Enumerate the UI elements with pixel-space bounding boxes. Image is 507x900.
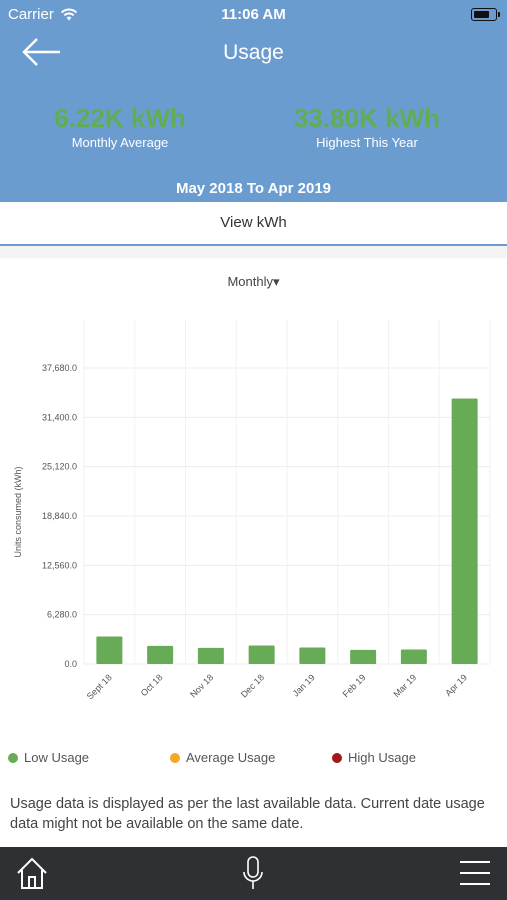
divider bbox=[0, 246, 507, 258]
usage-chart: 0.0 6,280.0 12,560.0 18,840.0 25,120.0 31,400… bbox=[13, 320, 491, 701]
x-tick-label: Feb 19 bbox=[341, 672, 368, 699]
legend-dot bbox=[8, 752, 18, 763]
y-tick-label: 6,280.0 bbox=[47, 610, 77, 620]
page-title: Usage bbox=[223, 41, 284, 64]
x-tick-label: Jan 19 bbox=[291, 672, 317, 698]
highest-this-year-value: 33.80K kWh bbox=[294, 103, 440, 133]
menu-button[interactable] bbox=[458, 855, 494, 893]
bar bbox=[96, 636, 123, 664]
y-tick-label: 31,400.0 bbox=[42, 412, 77, 422]
legend-dot bbox=[332, 752, 342, 763]
highest-this-year: 33.80K kWh Highest This Year bbox=[267, 103, 467, 150]
monthly-average: 6.22K kWh Monthly Average bbox=[20, 103, 220, 150]
battery-icon bbox=[471, 8, 500, 21]
bottom-nav bbox=[0, 847, 507, 900]
usage-note: Usage data is displayed as per the last … bbox=[10, 796, 485, 832]
legend: Low Usage Average Usage High Usage bbox=[0, 750, 507, 770]
legend-item: Low Usage bbox=[8, 750, 89, 765]
legend-label: High Usage bbox=[348, 750, 416, 765]
view-kwh-button[interactable]: View kWh bbox=[0, 202, 507, 246]
status-time: 11:06 AM bbox=[221, 6, 286, 23]
y-tick-label: 0.0 bbox=[64, 659, 77, 669]
bar bbox=[248, 645, 275, 664]
home-button[interactable] bbox=[14, 855, 52, 893]
x-tick-label: Dec 18 bbox=[239, 672, 266, 699]
date-range: May 2018 To Apr 2019 bbox=[175, 180, 332, 197]
bar bbox=[451, 398, 478, 664]
period-selected: Monthly▾ bbox=[227, 274, 280, 289]
microphone-icon bbox=[243, 856, 263, 889]
wifi-icon bbox=[60, 8, 77, 21]
period-dropdown[interactable]: Monthly▾ bbox=[0, 274, 507, 290]
y-axis-label: Units consumed (kWh) bbox=[13, 466, 23, 557]
back-button[interactable] bbox=[20, 36, 68, 70]
header: Carrier 11:06 AM Usage 6.22K kWh Monthly… bbox=[0, 0, 507, 202]
status-bar: Carrier 11:06 AM bbox=[0, 0, 507, 30]
monthly-average-label: Monthly Average bbox=[71, 135, 169, 150]
back-arrow-icon bbox=[22, 38, 60, 66]
x-tick-label: Mar 19 bbox=[391, 672, 418, 699]
y-tick-label: 12,560.0 bbox=[42, 560, 77, 570]
legend-label: Average Usage bbox=[186, 750, 276, 765]
y-tick-label: 37,680.0 bbox=[42, 363, 77, 373]
bar bbox=[350, 649, 377, 664]
legend-item: Average Usage bbox=[170, 750, 275, 765]
battery-level bbox=[473, 10, 489, 18]
microphone-button[interactable] bbox=[240, 855, 268, 893]
x-tick-label: Apr 19 bbox=[443, 672, 469, 698]
carrier-label: Carrier bbox=[8, 6, 54, 23]
carrier: Carrier bbox=[8, 6, 78, 23]
home-icon bbox=[17, 857, 47, 889]
legend-item: High Usage bbox=[332, 750, 416, 765]
menu-icon bbox=[460, 861, 490, 885]
bar bbox=[147, 645, 174, 664]
y-tick-label: 18,840.0 bbox=[42, 511, 77, 521]
legend-dot bbox=[170, 752, 180, 763]
monthly-average-value: 6.22K kWh bbox=[54, 103, 186, 133]
y-tick-label: 25,120.0 bbox=[42, 462, 77, 472]
x-tick-label: Nov 18 bbox=[188, 672, 215, 699]
view-kwh-label: View kWh bbox=[220, 214, 287, 231]
bar bbox=[400, 649, 427, 664]
bar bbox=[197, 647, 224, 664]
legend-label: Low Usage bbox=[24, 750, 90, 765]
x-tick-label: Sept 18 bbox=[85, 672, 114, 701]
bar bbox=[299, 647, 326, 664]
highest-this-year-label: Highest This Year bbox=[316, 135, 418, 150]
x-tick-label: Oct 18 bbox=[139, 672, 165, 698]
